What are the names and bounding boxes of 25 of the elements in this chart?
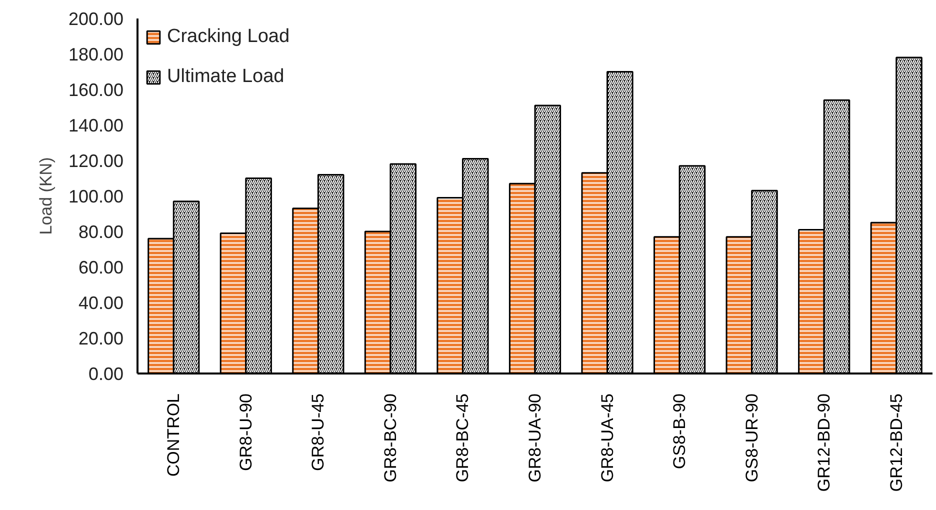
- y-tick-label: 200.00: [68, 9, 124, 29]
- x-tick-label: GR8-BC-45: [453, 393, 472, 482]
- x-tick-label: GR12-BD-90: [814, 393, 834, 492]
- y-tick-label: 180.00: [68, 44, 124, 64]
- y-tick-label: 60.00: [78, 258, 124, 278]
- x-tick-label: GR8-U-90: [236, 393, 256, 471]
- x-tick-label: GR8-U-45: [308, 393, 328, 471]
- y-tick-label: 160.00: [68, 80, 124, 100]
- x-tick-label: GR12-BD-45: [886, 393, 906, 492]
- y-tick-label: 80.00: [78, 222, 124, 242]
- x-tick-label: GR8-UA-45: [598, 393, 617, 482]
- y-tick-label: 120.00: [68, 151, 124, 171]
- legend-label: Cracking Load: [167, 26, 290, 48]
- y-tick-label: 20.00: [78, 328, 124, 348]
- x-tick-label: CONTROL: [164, 393, 184, 477]
- y-tick-label: 100.00: [68, 186, 124, 206]
- legend-label: Ultimate Load: [167, 66, 284, 88]
- y-tick-label: 40.00: [78, 293, 124, 313]
- y-tick-label: 140.00: [68, 116, 124, 136]
- y-tick-label: 0.00: [88, 364, 124, 384]
- x-tick-label: GR8-BC-90: [380, 393, 400, 482]
- x-tick-label: GS8-B-90: [670, 393, 690, 470]
- y-axis-title: Load (KN): [36, 157, 56, 235]
- x-tick-label: GS8-UR-90: [742, 393, 762, 482]
- x-tick-label: GR8-UA-90: [526, 393, 544, 482]
